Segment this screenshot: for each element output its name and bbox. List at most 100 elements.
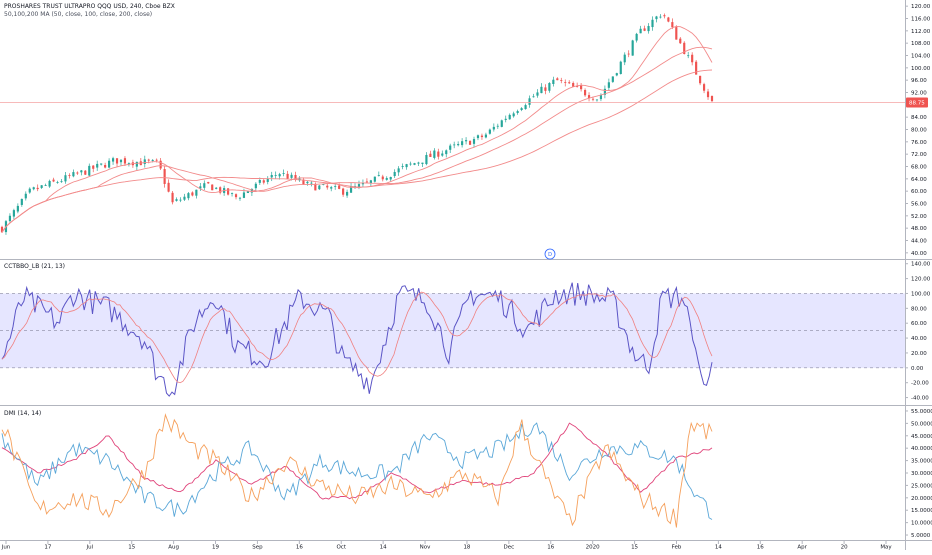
candle-body (238, 197, 242, 199)
price-tick-label: 64.00 (911, 177, 927, 183)
ma-100-line (1, 46, 713, 233)
candle-body (476, 135, 480, 139)
candle-body (659, 16, 662, 18)
candle-body (8, 215, 12, 222)
candle-body (207, 181, 210, 184)
candle-body (401, 166, 404, 167)
candle-body (357, 184, 361, 188)
candle-body (457, 144, 460, 146)
candle-body (48, 180, 51, 187)
price-tick-label: 68.00 (911, 165, 927, 171)
candle-body (679, 38, 682, 44)
candle-body (52, 179, 55, 182)
candle-body (409, 163, 412, 165)
candle-body (246, 191, 250, 194)
candle-body (349, 186, 353, 193)
candle-body (635, 33, 638, 41)
price-tick-label: 120.00 (911, 4, 931, 10)
candle-body (111, 158, 115, 162)
time-tick-label: 14 (380, 545, 387, 551)
candle-body (560, 80, 563, 81)
candle-body (524, 105, 527, 110)
indicator-tick-label: 140.00 (911, 262, 931, 268)
candle-body (548, 83, 551, 91)
last-price-label: 88.75 (909, 101, 925, 107)
candle-body (699, 75, 702, 84)
candle-body (40, 185, 43, 188)
price-tick-label: 80.00 (911, 128, 927, 134)
candle-body (203, 183, 206, 188)
time-tick-label: Sep (252, 545, 263, 551)
candle-body (441, 153, 444, 156)
candle-body (76, 172, 79, 174)
candle-body (564, 82, 567, 83)
time-tick-label: 19 (212, 545, 219, 551)
di-plus-line (1, 422, 713, 520)
candle-body (433, 150, 436, 158)
candle-body (310, 182, 313, 184)
axes: 120.00 116.00 112.00 108.00 104.00 100.00 96.0… (905, 4, 932, 539)
candle-body (119, 159, 123, 163)
candle-body (64, 175, 67, 182)
dmi-tick-label: 40.0000 (911, 446, 932, 452)
candle-body (445, 150, 448, 155)
candle-body (540, 86, 543, 94)
candle-body (254, 183, 257, 189)
price-pane: D (0, 13, 905, 260)
candle-body (330, 187, 333, 189)
candle-body (464, 140, 468, 142)
candle-body (667, 17, 670, 22)
price-tick-label: 72.00 (911, 152, 927, 158)
candle-body (227, 188, 230, 195)
candle-body (195, 189, 198, 196)
candle-body (512, 113, 515, 117)
candle-body (219, 187, 222, 193)
time-tick-label: 15 (128, 545, 135, 551)
price-tick-label: 112.00 (911, 29, 931, 35)
candle-body (472, 139, 476, 144)
dmi-tick-label: 55.0000 (911, 409, 932, 415)
candle-body (191, 192, 194, 196)
candle-body (234, 194, 238, 198)
price-tick-label: 96.00 (911, 78, 927, 84)
candle-body (159, 160, 162, 169)
ma-50-line (1, 26, 713, 233)
candle-body (619, 61, 622, 75)
candle-body (488, 129, 491, 134)
candle-body (683, 42, 686, 54)
time-tick-label: 16 (757, 545, 764, 551)
dividend-marker-label: D (548, 252, 552, 258)
candle-body (183, 196, 186, 200)
candle-body (318, 185, 321, 190)
candle-body (675, 27, 678, 40)
candle-body (306, 181, 309, 184)
time-tick-label: 18 (463, 545, 470, 551)
dmi-tick-label: 45.0000 (911, 434, 932, 440)
candle-body (611, 76, 614, 82)
time-tick-label: Nov (420, 545, 431, 551)
price-tick-label: 92.00 (911, 91, 927, 97)
adx-line (1, 422, 713, 500)
ma-200-line (1, 69, 713, 233)
candle-body (179, 199, 182, 201)
indicator-tick-label: 120.00 (911, 277, 931, 283)
candle-body (32, 187, 35, 190)
candle-body (377, 175, 380, 176)
candle-body (461, 141, 464, 146)
candle-body (591, 98, 595, 100)
dmi-tick-label: 20.0000 (911, 496, 932, 502)
candle-body (643, 28, 646, 31)
price-tick-label: 84.00 (911, 115, 927, 121)
indicator-tick-label: -40.00 (911, 396, 929, 402)
candle-body (266, 178, 269, 182)
candle-body (405, 164, 408, 168)
candle-body (334, 186, 337, 187)
price-tick-label: 100.00 (911, 66, 931, 72)
time-tick-label: 15 (631, 545, 638, 551)
dividend-marker (544, 248, 556, 260)
candle-body (710, 96, 714, 102)
candle-body (587, 95, 591, 99)
